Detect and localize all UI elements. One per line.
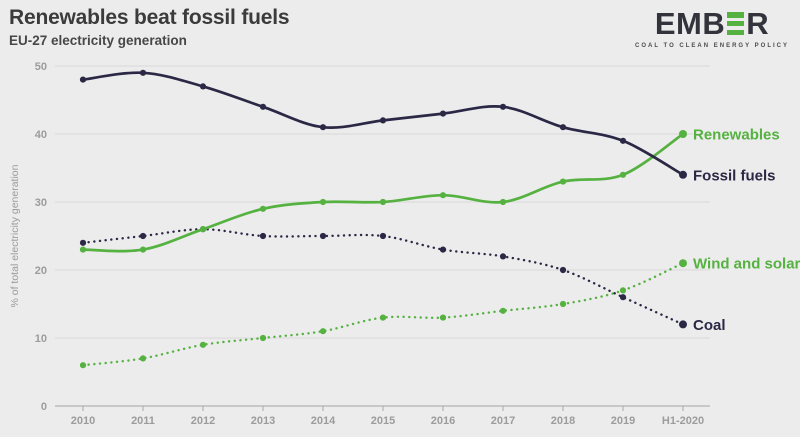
y-tick-label: 10 [35, 333, 47, 345]
y-tick-label: 30 [35, 197, 47, 209]
data-point-fossil-fuels-2015 [379, 117, 387, 124]
data-point-coal-2016 [439, 246, 447, 253]
y-tick-label: 40 [35, 129, 47, 141]
ember-logo-wordmark: EMB R [655, 8, 769, 39]
y-axis-title: % of total electricity generation [9, 164, 21, 307]
y-tick-label: 50 [35, 61, 47, 73]
data-point-wind-and-solar-2015 [379, 314, 387, 321]
data-point-wind-and-solar-2016 [439, 314, 447, 321]
data-point-renewables-2016 [439, 192, 447, 199]
y-tick-label: 20 [35, 265, 47, 277]
data-point-wind-and-solar-2013 [259, 334, 267, 342]
data-point-fossil-fuels-2016 [439, 110, 447, 117]
data-point-coal-2014 [319, 232, 327, 240]
series-end-label-coal: Coal [693, 317, 726, 334]
data-point-renewables-H1-2020 [679, 130, 687, 138]
data-point-fossil-fuels-2011 [139, 69, 147, 76]
data-point-wind-and-solar-2019 [619, 287, 627, 294]
data-point-renewables-2010 [79, 246, 87, 253]
chart-header: Renewables beat fossil fuels EU-27 elect… [9, 5, 290, 49]
data-point-wind-and-solar-2014 [319, 328, 327, 335]
x-tick-label: 2012 [191, 415, 215, 427]
x-tick-label: 2013 [251, 415, 275, 427]
x-tick-label: 2011 [131, 415, 155, 427]
data-point-renewables-2014 [319, 198, 327, 206]
data-point-fossil-fuels-2014 [319, 124, 327, 131]
data-point-coal-2019 [619, 294, 627, 301]
x-tick-label: 2018 [551, 415, 575, 427]
data-point-fossil-fuels-2013 [259, 103, 267, 110]
page-title: Renewables beat fossil fuels [9, 6, 290, 29]
data-point-wind-and-solar-2012 [199, 341, 207, 348]
data-point-coal-2017 [499, 253, 507, 260]
data-point-fossil-fuels-H1-2020 [679, 170, 687, 179]
data-point-renewables-2018 [559, 178, 567, 185]
ember-logo-green-e-icon [727, 12, 745, 35]
data-point-fossil-fuels-2019 [619, 137, 627, 144]
ember-logo-letters-right: R [746, 6, 770, 41]
data-point-wind-and-solar-2018 [559, 300, 567, 308]
data-point-fossil-fuels-2018 [559, 124, 567, 131]
page-subtitle: EU-27 electricity generation [9, 33, 187, 49]
data-point-renewables-2017 [499, 198, 507, 206]
ember-logo-tagline: COAL TO CLEAN ENERGY POLICY [634, 43, 789, 49]
data-point-renewables-2013 [259, 205, 267, 212]
x-tick-label: 2015 [371, 415, 395, 427]
data-point-renewables-2019 [619, 171, 627, 178]
data-point-wind-and-solar-2010 [79, 362, 87, 369]
data-point-renewables-2012 [199, 226, 207, 233]
data-point-coal-2010 [79, 239, 87, 246]
data-point-coal-2011 [139, 232, 147, 240]
data-point-coal-H1-2020 [679, 320, 687, 329]
data-point-wind-and-solar-2011 [139, 355, 147, 362]
series-end-label-wind-and-solar: Wind and solar [693, 256, 800, 273]
data-point-coal-2018 [559, 266, 567, 274]
x-tick-label: H1-2020 [662, 415, 704, 427]
data-point-fossil-fuels-2010 [79, 76, 87, 83]
x-tick-label: 2019 [611, 415, 635, 427]
y-tick-label: 0 [41, 401, 47, 413]
data-point-renewables-2015 [379, 198, 387, 206]
series-end-label-renewables: Renewables [693, 127, 780, 144]
series-line-fossil-fuels [82, 71, 684, 176]
ember-logo-letters-left: EMB [654, 6, 726, 41]
x-tick-label: 2014 [311, 415, 336, 427]
data-point-fossil-fuels-2012 [199, 83, 207, 90]
ember-logo: EMB R COAL TO CLEAN ENERGY POLICY [635, 8, 789, 49]
series-line-coal [81, 227, 685, 326]
data-point-wind-and-solar-H1-2020 [679, 259, 687, 268]
data-point-coal-2015 [379, 232, 387, 240]
series-line-wind-and-solar [81, 262, 685, 367]
x-tick-label: 2016 [431, 415, 455, 427]
x-tick-label: 2010 [71, 415, 95, 427]
data-point-coal-2013 [259, 232, 267, 240]
series-end-label-fossil-fuels: Fossil fuels [693, 167, 776, 184]
data-point-fossil-fuels-2017 [499, 103, 507, 110]
x-tick-label: 2017 [491, 415, 515, 427]
data-point-wind-and-solar-2017 [499, 307, 507, 314]
data-point-renewables-2011 [139, 246, 147, 253]
